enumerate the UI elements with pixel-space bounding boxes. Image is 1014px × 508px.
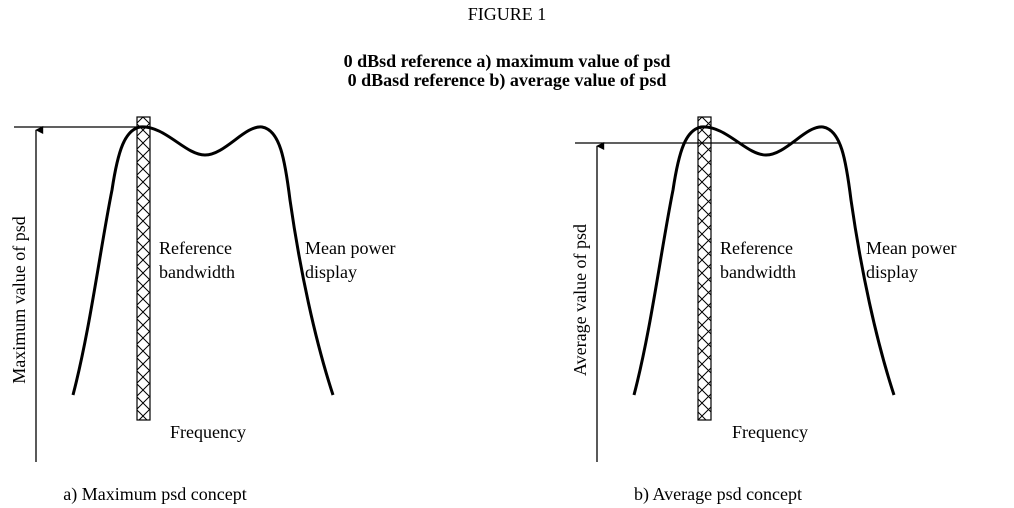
bar-label: Reference	[720, 238, 793, 258]
y-axis-label: Average value of psd	[570, 224, 590, 376]
panel: Maximum value of psd Reference bandwidth…	[9, 116, 395, 505]
spectrum-curve	[632, 125, 896, 396]
bar-label: bandwidth	[720, 262, 796, 282]
curve-label: display	[866, 262, 918, 282]
x-axis-label: Frequency	[732, 422, 808, 442]
bar-label: Reference	[159, 238, 232, 258]
figure-label: FIGURE 1	[468, 4, 547, 24]
reference-bar	[136, 116, 151, 421]
y-axis-label: Maximum value of psd	[9, 216, 29, 383]
caption: b) Average psd concept	[634, 484, 802, 505]
bar-label: bandwidth	[159, 262, 235, 282]
curve-label: Mean power	[866, 238, 956, 258]
x-axis-label: Frequency	[170, 422, 246, 442]
curve-label: display	[305, 262, 357, 282]
curve-label: Mean power	[305, 238, 395, 258]
panel: Average value of psd Reference bandwidth…	[570, 116, 956, 505]
spectrum-curve	[71, 125, 335, 396]
caption: a) Maximum psd concept	[63, 484, 246, 505]
title-line: 0 dBasd reference b) average value of ps…	[348, 70, 667, 91]
reference-bar	[697, 116, 712, 421]
title-line: 0 dBsd reference a) maximum value of psd	[344, 51, 671, 72]
